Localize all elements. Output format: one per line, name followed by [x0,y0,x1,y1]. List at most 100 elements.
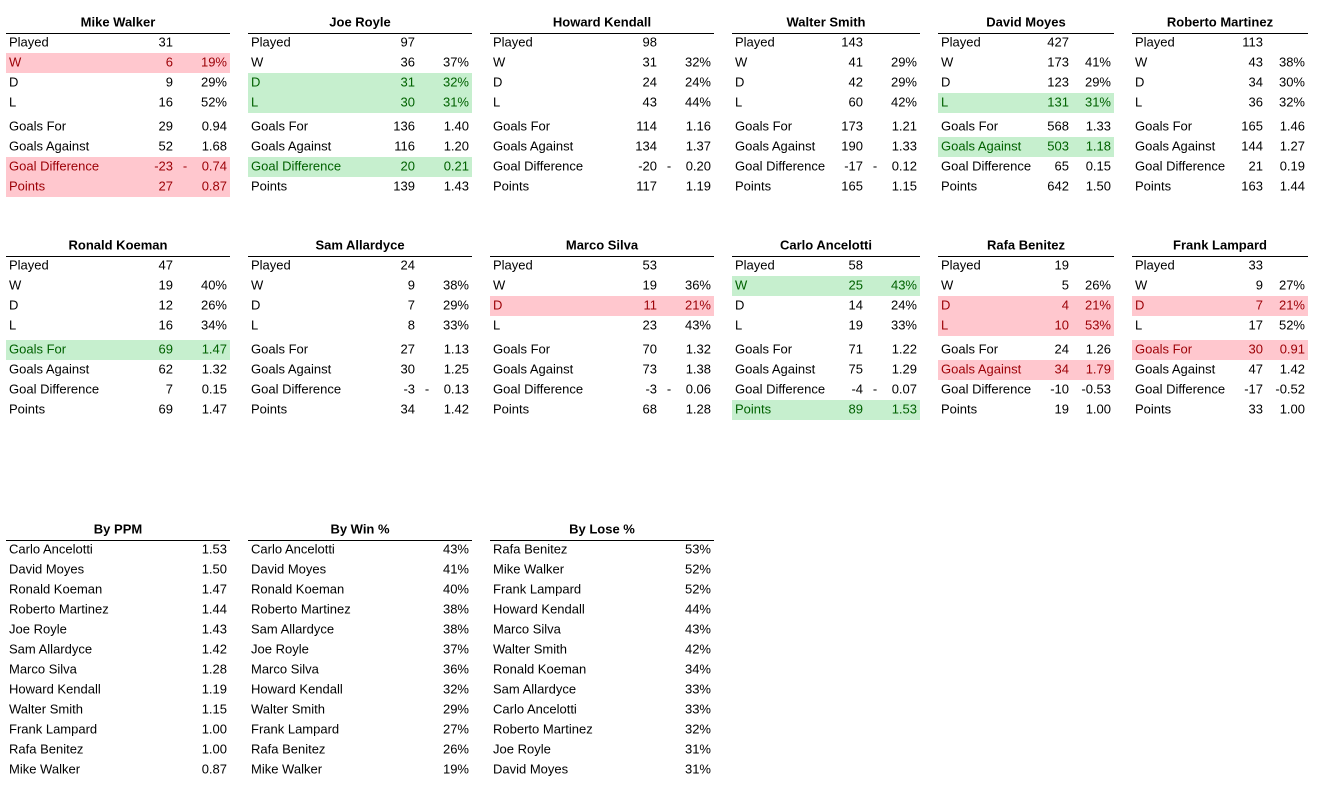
row-value: 89 [849,401,863,416]
row-ratio: 1.29 [892,361,917,376]
row-value: 23 [643,317,657,332]
row-label: Goals Against [941,138,1022,153]
row-label: L [251,317,258,332]
row-value: 12 [159,297,173,312]
row-value: 98 [643,34,657,49]
ranking-name: Marco Silva [9,661,78,676]
row-value: 134 [635,138,657,153]
row-label: W [941,277,954,292]
row-value: 20 [401,158,415,173]
row-ratio: 1.38 [686,361,711,376]
row-label: W [9,54,22,69]
ranking-value: 37% [443,641,469,656]
row-label: Goals For [9,341,67,356]
row-value: 65 [1055,158,1069,173]
ranking-name: Roberto Martinez [251,601,351,616]
row-label: Goals For [251,118,309,133]
row-label: L [9,94,16,109]
highlight [938,296,1114,316]
row-ratio: 1.19 [686,178,711,193]
row-label: L [735,317,742,332]
row-label: Goal Difference [9,158,99,173]
row-ratio: 24% [685,74,711,89]
row-value: 62 [159,361,173,376]
row-ratio: 0.15 [1086,158,1111,173]
row-label: Points [1135,401,1172,416]
row-value: 165 [841,178,863,193]
row-ratio: 52% [201,94,227,109]
row-value: 131 [1047,94,1069,109]
row-ratio: 31% [1085,94,1111,109]
row-ratio: 1.27 [1280,138,1305,153]
ranking-name: David Moyes [9,561,85,576]
ranking-value: 1.53 [202,541,227,556]
row-ratio: 29% [891,74,917,89]
row-ratio: - 0.74 [183,158,227,173]
row-value: 30 [401,361,415,376]
row-value: 427 [1047,34,1069,49]
row-ratio: 52% [1279,317,1305,332]
ranking-value: 34% [685,661,711,676]
ranking-name: Ronald Koeman [9,581,102,596]
ranking-value: 1.47 [202,581,227,596]
row-label: Played [9,34,49,49]
ranking-value: 31% [685,761,711,776]
ranking-value: 1.50 [202,561,227,576]
row-label: Played [941,34,981,49]
ranking-value: 19% [443,761,469,776]
row-ratio: - 0.13 [425,381,469,396]
row-label: Goal Difference [9,381,99,396]
ranking-name: Joe Royle [493,741,551,756]
row-ratio: 1.47 [202,401,227,416]
ranking-name: Carlo Ancelotti [493,701,577,716]
ranking-value: 43% [685,621,711,636]
row-value: 21 [1249,158,1263,173]
row-label: Goal Difference [735,158,825,173]
row-ratio: 32% [1279,94,1305,109]
table-title: Howard Kendall [553,14,651,29]
row-ratio: 1.16 [686,118,711,133]
ranking-value: 40% [443,581,469,596]
ranking-name: Howard Kendall [493,601,585,616]
row-ratio: 1.32 [202,361,227,376]
row-label: Points [251,401,288,416]
ranking-name: Carlo Ancelotti [9,541,93,556]
ranking-name: Frank Lampard [251,721,339,736]
row-label: Played [251,257,291,272]
row-value: 30 [1249,341,1263,356]
ranking-name: Marco Silva [493,621,562,636]
table-title: Joe Royle [329,14,390,29]
row-label: Points [735,178,772,193]
row-label: Goals For [1135,341,1193,356]
row-ratio: 1.15 [892,178,917,193]
row-label: L [9,317,16,332]
row-ratio: 43% [891,277,917,292]
row-ratio: 30% [1279,74,1305,89]
row-ratio: 1.26 [1086,341,1111,356]
row-label: Goal Difference [1135,158,1225,173]
row-ratio: 41% [1085,54,1111,69]
row-value: 30 [401,94,415,109]
ranking-name: Mike Walker [251,761,323,776]
ranking-value: 29% [443,701,469,716]
row-label: W [9,277,22,292]
row-ratio: 1.18 [1086,138,1111,153]
ranking-value: 0.87 [202,761,227,776]
ranking-value: 1.42 [202,641,227,656]
ranking-value: 38% [443,601,469,616]
row-value: 642 [1047,178,1069,193]
ranking-title: By Win % [330,521,390,536]
row-ratio: 29% [891,54,917,69]
row-ratio: 1.42 [444,401,469,416]
row-value: 31 [159,34,173,49]
row-ratio: 26% [201,297,227,312]
row-ratio: 1.22 [892,341,917,356]
row-value: 31 [643,54,657,69]
table-title: Sam Allardyce [315,237,404,252]
row-ratio: 32% [443,74,469,89]
row-ratio: 1.50 [1086,178,1111,193]
row-ratio: -0.53 [1081,381,1111,396]
row-value: 163 [1241,178,1263,193]
row-ratio: 36% [685,277,711,292]
row-value: 43 [643,94,657,109]
